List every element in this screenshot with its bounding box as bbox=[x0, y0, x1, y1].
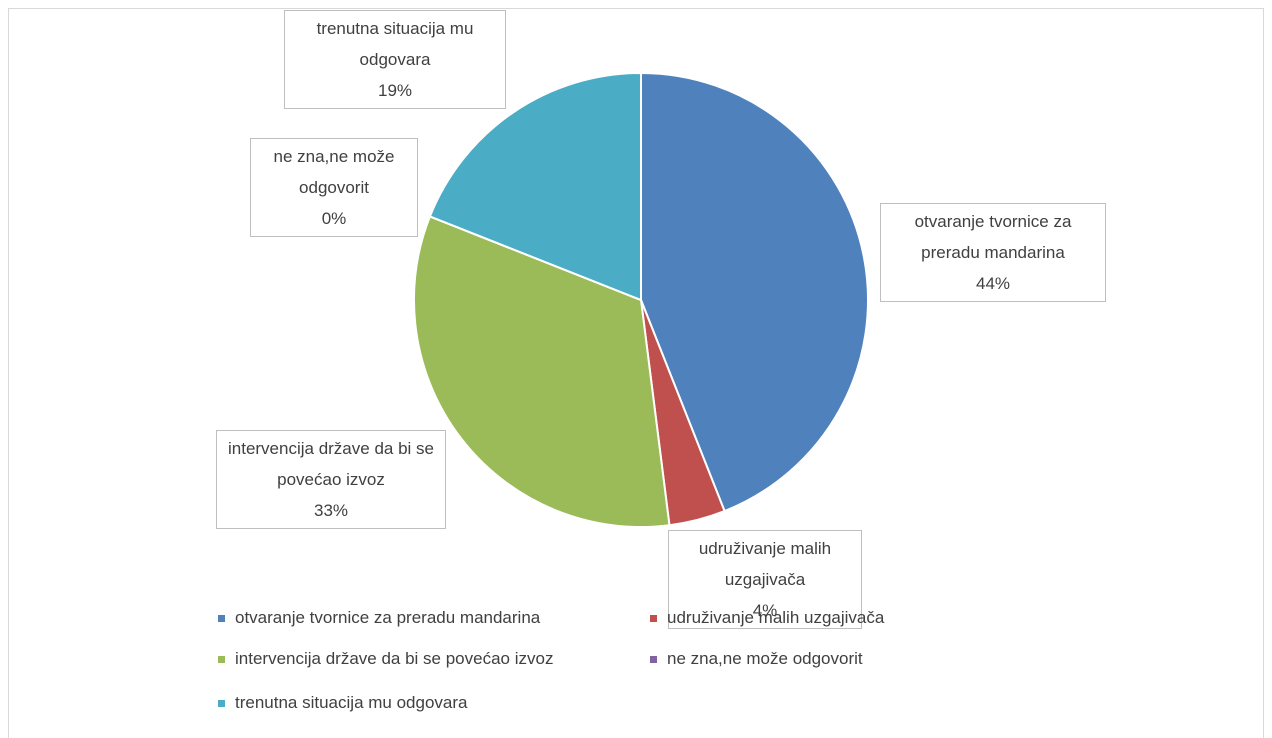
pie-slice bbox=[428, 71, 642, 302]
legend-label: ne zna,ne može odgovorit bbox=[667, 649, 863, 668]
data-label-value: 19% bbox=[377, 81, 413, 100]
chart-border bbox=[8, 8, 1264, 738]
legend-item: trenutna situacija mu odgovara bbox=[218, 693, 467, 713]
data-label-category: udruživanje malih uzgajivača bbox=[698, 539, 832, 589]
legend-item: otvaranje tvornice za preradu mandarina bbox=[218, 608, 540, 628]
legend-label: intervencija države da bi se povećao izv… bbox=[235, 649, 554, 668]
data-label-category: intervencija države da bi se povećao izv… bbox=[227, 439, 434, 489]
legend-item: ne zna,ne može odgovorit bbox=[650, 649, 863, 669]
legend-label: trenutna situacija mu odgovara bbox=[235, 693, 468, 712]
legend-label: udruživanje malih uzgajivača bbox=[667, 608, 885, 627]
data-label-value: 33% bbox=[313, 501, 349, 520]
legend-swatch bbox=[218, 655, 225, 663]
pie-slice bbox=[640, 71, 869, 513]
data-label: intervencija države da bi se povećao izv… bbox=[216, 430, 446, 529]
legend-item: intervencija države da bi se povećao izv… bbox=[218, 649, 553, 669]
data-label: trenutna situacija mu odgovara 19% bbox=[284, 10, 506, 109]
pie-slice bbox=[413, 215, 671, 528]
data-label-value: 0% bbox=[321, 209, 347, 228]
data-label: otvaranje tvornice za preradu mandarina 4… bbox=[880, 203, 1106, 302]
data-label: udruživanje malih uzgajivača 4% bbox=[668, 530, 862, 629]
data-label: ne zna,ne može odgovorit 0% bbox=[250, 138, 418, 237]
legend-label: otvaranje tvornice za preradu mandarina bbox=[235, 608, 541, 627]
data-label-category: ne zna,ne može odgovorit bbox=[273, 147, 395, 197]
legend-swatch bbox=[218, 699, 225, 707]
legend-item: udruživanje malih uzgajivača bbox=[650, 608, 884, 628]
data-label-value: 44% bbox=[975, 274, 1011, 293]
legend-swatch bbox=[650, 655, 657, 663]
data-label-value: 4% bbox=[752, 601, 778, 620]
data-label-category: trenutna situacija mu odgovara bbox=[316, 19, 474, 69]
legend-swatch bbox=[650, 614, 657, 622]
legend-swatch bbox=[218, 614, 225, 622]
data-label-category: otvaranje tvornice za preradu mandarina bbox=[914, 212, 1072, 262]
